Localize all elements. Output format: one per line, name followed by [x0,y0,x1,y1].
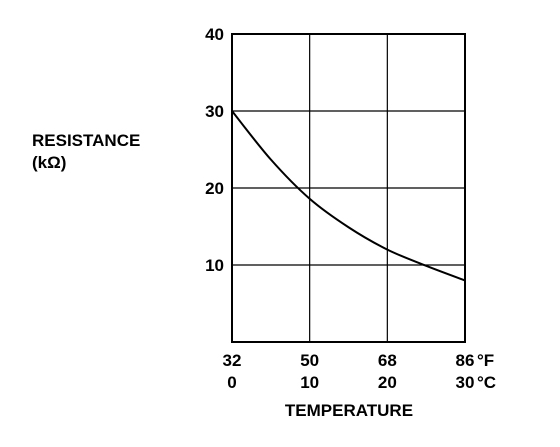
x-tick-labels: 32 0 50 10 68 20 86 30 [223,351,475,392]
grid [232,34,465,342]
x-tick-label-fahrenheit: 86 [456,351,475,370]
x-axis-label: TEMPERATURE [285,401,413,420]
celsius-unit-label: °C [477,373,496,392]
x-tick-label-celsius: 30 [456,373,475,392]
x-tick-label-celsius: 20 [378,373,397,392]
plot-frame [231,33,466,343]
fahrenheit-unit-label: °F [477,351,494,370]
y-tick-labels: 10 20 30 40 [205,25,224,275]
y-tick-label: 20 [205,179,224,198]
y-axis-label-line1: RESISTANCE [32,131,140,150]
y-axis-label-line2: (kΩ) [32,153,66,172]
y-tick-label: 10 [205,256,224,275]
resistance-curve [231,110,466,282]
x-tick-label-fahrenheit: 68 [378,351,397,370]
y-tick-label: 30 [205,102,224,121]
y-tick-label: 40 [205,25,224,44]
x-tick-label-fahrenheit: 32 [223,351,242,370]
x-tick-label-celsius: 10 [300,373,319,392]
x-tick-label-fahrenheit: 50 [300,351,319,370]
x-tick-label-celsius: 0 [227,373,236,392]
